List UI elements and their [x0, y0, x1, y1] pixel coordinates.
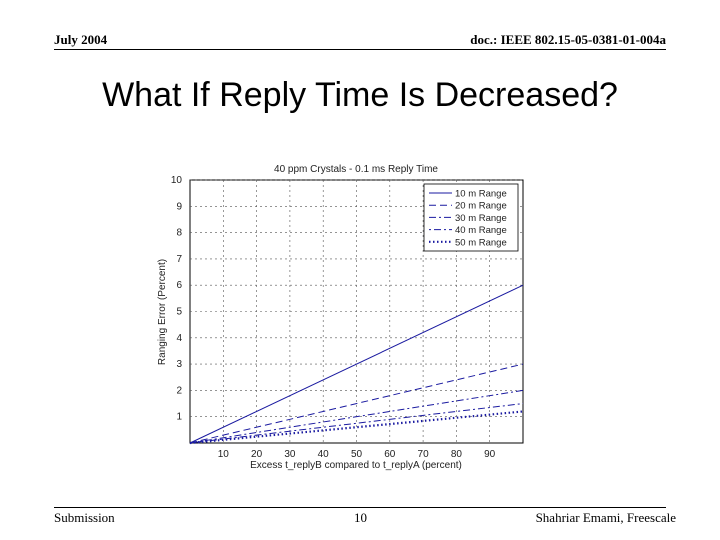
- chart-grid: [190, 179, 523, 443]
- footer-submission: Submission: [54, 510, 115, 525]
- y-tick-label: 4: [176, 333, 182, 344]
- header-doc-id: doc.: IEEE 802.15-05-0381-01-004a: [470, 32, 666, 47]
- x-tick-label: 50: [351, 449, 363, 460]
- y-tick-label: 3: [176, 359, 182, 370]
- x-tick-label: 40: [318, 449, 330, 460]
- header-date: July 2004: [54, 32, 108, 47]
- x-tick-label: 90: [484, 449, 496, 460]
- y-tick-label: 1: [176, 412, 182, 423]
- x-tick-label: 70: [418, 449, 430, 460]
- chart-title: 40 ppm Crystals - 0.1 ms Reply Time: [274, 164, 438, 175]
- y-axis-ticks: 1 2 3 4 5 6 7 8 9 10: [171, 175, 183, 423]
- legend-label: 20 m Range: [455, 201, 507, 212]
- legend-label: 10 m Range: [455, 189, 507, 200]
- x-axis-ticks: 10 20 30 40 50 60 70 80 90: [218, 449, 496, 460]
- legend-label: 40 m Range: [455, 225, 507, 236]
- y-tick-label: 9: [176, 201, 182, 212]
- series-line: [189, 403, 524, 444]
- y-tick-label: 8: [176, 228, 182, 239]
- y-tick-label: 5: [176, 307, 182, 318]
- x-axis-label: Excess t_replyB compared to t_replyA (pe…: [250, 460, 462, 471]
- header-divider: [54, 49, 666, 50]
- footer-author: Shahriar Emami, Freescale: [535, 510, 676, 525]
- x-tick-label: 60: [384, 449, 396, 460]
- slide-title: What If Reply Time Is Decreased?: [102, 76, 618, 114]
- legend-label: 50 m Range: [455, 237, 507, 248]
- y-tick-label: 2: [176, 385, 182, 396]
- x-tick-label: 20: [251, 449, 263, 460]
- chart: 10 20 30 40 50 60 70 80 90 1 2 3 4 5 6 7 8 9 10 40 ppm Cr…: [157, 164, 524, 471]
- footer-divider: [54, 507, 666, 508]
- series-line: [189, 363, 524, 444]
- series-line: [189, 389, 524, 444]
- x-tick-label: 10: [218, 449, 230, 460]
- legend-label: 30 m Range: [455, 213, 507, 224]
- chart-lines: [189, 284, 524, 445]
- y-tick-label: 6: [176, 280, 182, 291]
- x-tick-label: 30: [284, 449, 296, 460]
- y-tick-label: 10: [171, 175, 183, 186]
- y-axis-label: Ranging Error (Percent): [157, 259, 168, 365]
- footer-page-number: 10: [354, 510, 367, 525]
- x-tick-label: 80: [451, 449, 463, 460]
- series-line: [189, 284, 524, 444]
- y-tick-label: 7: [176, 254, 182, 265]
